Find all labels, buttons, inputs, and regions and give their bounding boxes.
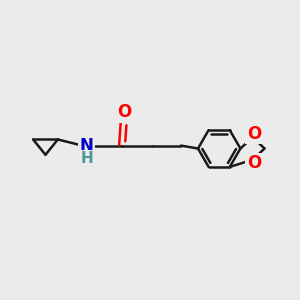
Text: O: O: [117, 103, 131, 121]
Text: O: O: [247, 125, 261, 143]
Text: N: N: [80, 136, 94, 154]
Text: H: H: [80, 151, 93, 166]
Text: O: O: [247, 154, 261, 172]
